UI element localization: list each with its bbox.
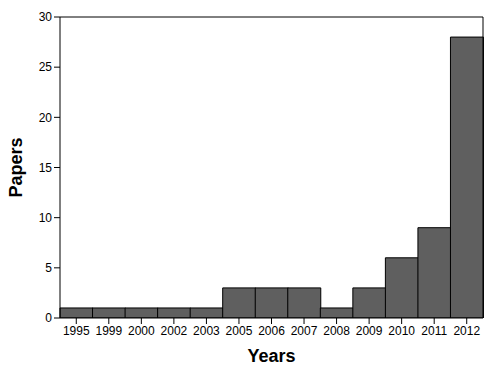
- svg-text:20: 20: [39, 111, 53, 125]
- svg-text:2000: 2000: [128, 324, 155, 338]
- svg-text:2005: 2005: [226, 324, 253, 338]
- svg-text:2008: 2008: [323, 324, 350, 338]
- svg-text:0: 0: [45, 311, 52, 325]
- svg-text:1995: 1995: [63, 324, 90, 338]
- svg-text:1999: 1999: [95, 324, 122, 338]
- svg-text:25: 25: [39, 60, 53, 74]
- svg-text:5: 5: [45, 261, 52, 275]
- svg-text:15: 15: [39, 161, 53, 175]
- svg-text:2009: 2009: [356, 324, 383, 338]
- svg-text:2007: 2007: [291, 324, 318, 338]
- svg-text:2006: 2006: [258, 324, 285, 338]
- svg-text:2012: 2012: [453, 324, 480, 338]
- svg-text:2002: 2002: [161, 324, 188, 338]
- svg-text:2010: 2010: [388, 324, 415, 338]
- svg-text:30: 30: [39, 10, 53, 24]
- svg-text:Papers: Papers: [8, 137, 26, 197]
- svg-text:10: 10: [39, 211, 53, 225]
- svg-text:2011: 2011: [421, 324, 447, 338]
- svg-text:Years: Years: [247, 346, 295, 366]
- svg-text:2003: 2003: [193, 324, 220, 338]
